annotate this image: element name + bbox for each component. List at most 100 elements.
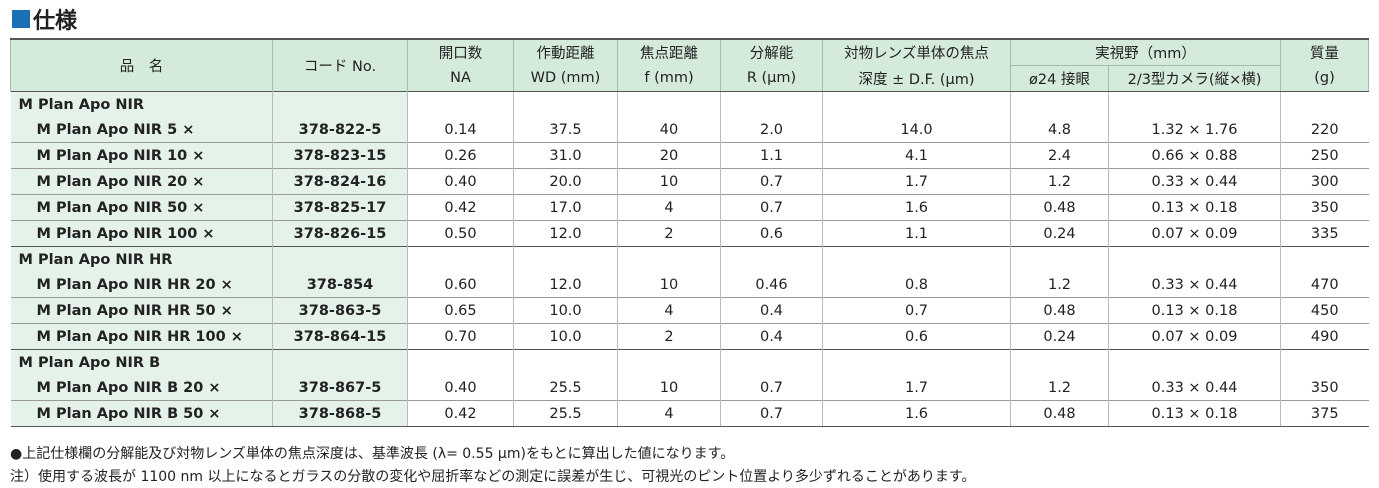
value-cell: 0.50	[407, 220, 514, 247]
header-cell: f (mm)	[617, 65, 721, 92]
cell	[513, 246, 618, 272]
value-cell: 0.7	[720, 400, 823, 427]
value-cell: 220	[1280, 117, 1369, 143]
value-cell: 1.1	[822, 220, 1011, 247]
code: 378-825-17	[272, 194, 408, 221]
value-cell: 4	[617, 400, 721, 427]
header-cell: R (μm)	[720, 65, 823, 92]
item-row: M Plan Apo NIR B 50 × 378-868-5 0.42 25.5 4 0…	[10, 400, 1369, 427]
code: 378-864-15	[272, 323, 408, 350]
title-text: 仕様	[33, 9, 78, 34]
product-name: M Plan Apo NIR HR 100 ×	[10, 323, 273, 350]
value-cell: 0.26	[407, 142, 514, 169]
group-row: M Plan Apo NIR HR	[10, 246, 1369, 272]
value-cell: 1.7	[822, 375, 1011, 401]
value-cell: 2	[617, 323, 721, 350]
cell	[822, 349, 1011, 375]
note: ●上記仕様欄の分解能及び対物レンズ単体の焦点深度は、基準波長 (λ= 0.55 …	[10, 446, 735, 462]
cell	[1280, 91, 1369, 117]
value-cell: 20	[617, 142, 721, 169]
value-cell: 300	[1280, 168, 1369, 195]
value-cell: 0.14	[407, 117, 514, 143]
value-cell: 1.6	[822, 400, 1011, 427]
code: 378-823-15	[272, 142, 408, 169]
cell	[822, 91, 1011, 117]
code: 378-826-15	[272, 220, 408, 247]
value-cell: 490	[1280, 323, 1369, 350]
item-row: M Plan Apo NIR 50 × 378-825-17 0.42 17.0 4 0.…	[10, 194, 1369, 221]
item-row: M Plan Apo NIR HR 50 × 378-863-5 0.65 10.0 4…	[10, 297, 1369, 324]
code: 378-863-5	[272, 297, 408, 324]
value-cell: 0.46	[720, 272, 823, 298]
product-name: M Plan Apo NIR 20 ×	[10, 168, 273, 195]
cell	[1108, 91, 1281, 117]
value-cell: 0.07 × 0.09	[1108, 323, 1281, 350]
value-cell: 0.70	[407, 323, 514, 350]
product-name: M Plan Apo NIR B 50 ×	[10, 400, 273, 427]
cell	[407, 349, 514, 375]
value-cell: 0.6	[720, 220, 823, 247]
header-cell: 焦点距離	[617, 38, 721, 66]
value-cell: 0.7	[720, 194, 823, 221]
header-cell: コード No.	[272, 38, 408, 92]
header-cell: 作動距離	[513, 38, 618, 66]
value-cell: 0.48	[1010, 297, 1109, 324]
header-cell: WD (mm)	[513, 65, 618, 92]
group-name: M Plan Apo NIR	[10, 91, 273, 117]
code: 378-824-16	[272, 168, 408, 195]
value-cell: 0.24	[1010, 220, 1109, 247]
group-name: M Plan Apo NIR HR	[10, 246, 273, 272]
header-cell: (g)	[1280, 65, 1369, 92]
value-cell: 450	[1280, 297, 1369, 324]
value-cell: 0.07 × 0.09	[1108, 220, 1281, 247]
value-cell: 1.2	[1010, 272, 1109, 298]
item-row: M Plan Apo NIR B 20 × 378-867-5 0.40 25.5 10…	[10, 375, 1369, 401]
value-cell: 4.1	[822, 142, 1011, 169]
cell	[617, 246, 721, 272]
value-cell: 10	[617, 168, 721, 195]
value-cell: 10	[617, 272, 721, 298]
code: 378-868-5	[272, 400, 408, 427]
header-cell: NA	[407, 65, 514, 92]
value-cell: 1.2	[1010, 168, 1109, 195]
spec-table: 品 名 コード No. 開口数 作動距離 焦点距離 分解能 対物レンズ単体の焦点…	[10, 38, 1369, 427]
item-row: M Plan Apo NIR 5 × 378-822-5 0.14 37.5 40 2.0…	[10, 117, 1369, 143]
value-cell: 0.48	[1010, 400, 1109, 427]
header-cell: 開口数	[407, 38, 514, 66]
header-cell: 質量	[1280, 38, 1369, 66]
cell	[1280, 349, 1369, 375]
value-cell: 335	[1280, 220, 1369, 247]
value-cell: 0.48	[1010, 194, 1109, 221]
value-cell: 10.0	[513, 323, 618, 350]
value-cell: 37.5	[513, 117, 618, 143]
value-cell: 0.6	[822, 323, 1011, 350]
header-cell: 実視野（mm）	[1010, 38, 1281, 66]
value-cell: 4	[617, 194, 721, 221]
value-cell: 0.40	[407, 168, 514, 195]
cell	[1108, 246, 1281, 272]
value-cell: 1.32 × 1.76	[1108, 117, 1281, 143]
value-cell: 0.13 × 0.18	[1108, 400, 1281, 427]
value-cell: 10.0	[513, 297, 618, 324]
value-cell: 10	[617, 375, 721, 401]
code: 378-867-5	[272, 375, 408, 401]
value-cell: 470	[1280, 272, 1369, 298]
header-cell: 2/3型カメラ(縦×横)	[1108, 65, 1281, 92]
value-cell: 350	[1280, 194, 1369, 221]
header-cell: ø24 接眼	[1010, 65, 1109, 92]
value-cell: 40	[617, 117, 721, 143]
product-name: M Plan Apo NIR 100 ×	[10, 220, 273, 247]
value-cell: 4	[617, 297, 721, 324]
item-row: M Plan Apo NIR 100 × 378-826-15 0.50 12.0 2 0…	[10, 220, 1369, 247]
value-cell: 0.4	[720, 297, 823, 324]
value-cell: 25.5	[513, 400, 618, 427]
cell	[720, 246, 823, 272]
value-cell: 17.0	[513, 194, 618, 221]
title-square	[12, 10, 30, 28]
cell	[272, 349, 408, 375]
value-cell: 250	[1280, 142, 1369, 169]
value-cell: 0.7	[822, 297, 1011, 324]
value-cell: 0.60	[407, 272, 514, 298]
item-row: M Plan Apo NIR 10 × 378-823-15 0.26 31.0 20 1…	[10, 142, 1369, 169]
